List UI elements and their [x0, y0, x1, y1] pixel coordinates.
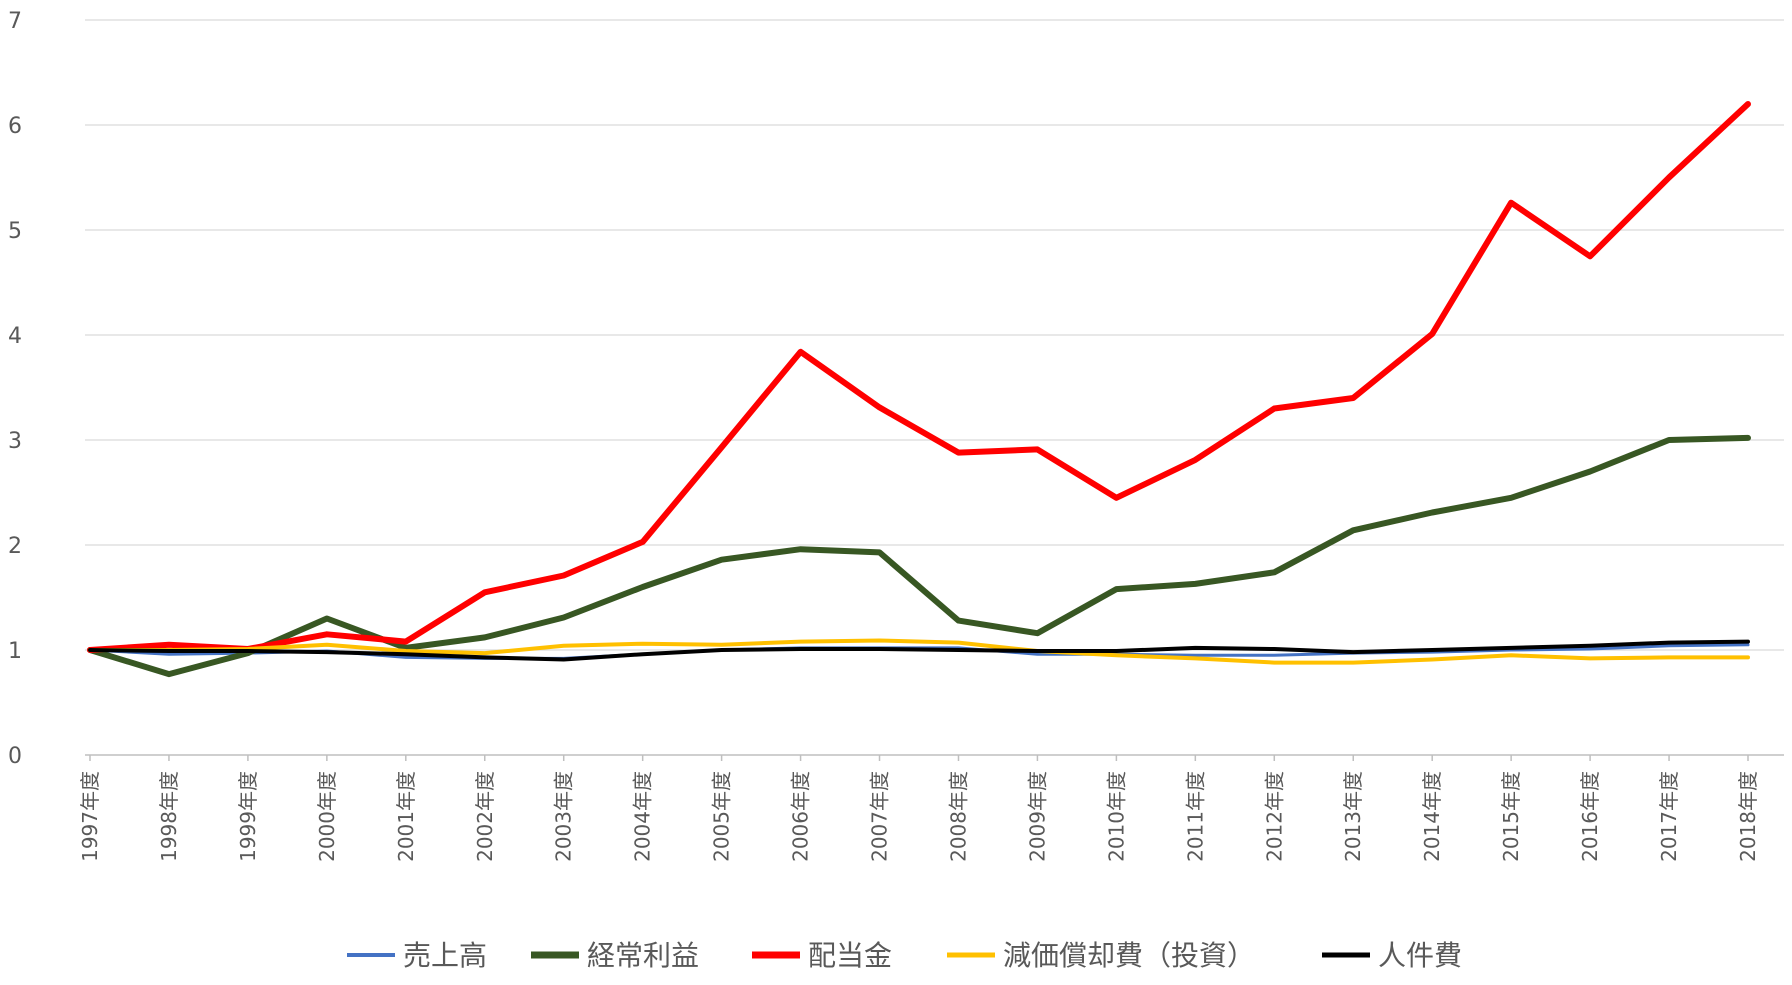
gridlines [85, 19, 1784, 651]
y-tick-label: 7 [8, 9, 22, 34]
y-tick-label: 5 [8, 219, 22, 244]
legend-label-3: 減価償却費（投資） [1003, 939, 1255, 972]
x-tick-label: 2001年度 [394, 771, 418, 862]
y-tick-label: 1 [8, 639, 22, 664]
legend: 売上高 経常利益 配当金 減価償却費（投資） 人件費 [347, 939, 1462, 972]
x-tick-label: 2005年度 [710, 771, 734, 862]
x-axis: 1997年度 1998年度 1999年度 2000年度 2001年度 2002年度 2003… [78, 755, 1760, 862]
x-tick-label: 2016年度 [1578, 771, 1602, 862]
series-line-2 [87, 101, 1751, 653]
x-tick-label: 2014年度 [1420, 771, 1444, 862]
x-tick-label: 2007年度 [868, 771, 892, 862]
series-lines [87, 101, 1751, 678]
y-tick-label: 4 [8, 324, 22, 349]
x-tick-label: 2009年度 [1025, 771, 1049, 862]
y-tick-label: 0 [8, 744, 22, 769]
x-tick-label: 2006年度 [789, 771, 813, 862]
legend-label-4: 人件費 [1378, 939, 1462, 972]
series-line-1 [87, 434, 1751, 678]
x-tick-label: 2003年度 [552, 771, 576, 862]
legend-label-0: 売上高 [403, 939, 487, 972]
x-tick-label: 2017年度 [1657, 771, 1681, 862]
y-tick-label: 2 [8, 534, 22, 559]
y-tick-label: 3 [8, 429, 22, 454]
x-tick-label: 1997年度 [78, 771, 102, 862]
x-tick-label: 2015年度 [1499, 771, 1523, 862]
x-tick-label: 2000年度 [315, 771, 339, 862]
series-line-3 [88, 638, 1750, 665]
x-tick-label: 1998年度 [157, 771, 181, 862]
x-tick-label: 2004年度 [631, 771, 655, 862]
x-tick-label: 2018年度 [1736, 771, 1760, 862]
x-tick-label: 2012年度 [1262, 771, 1286, 862]
legend-label-1: 経常利益 [587, 939, 699, 972]
x-tick-label: 2002年度 [473, 771, 497, 862]
series-line-4 [88, 639, 1750, 662]
y-tick-label: 6 [8, 114, 22, 139]
x-tick-label: 2010年度 [1104, 771, 1128, 862]
x-tick-label: 2008年度 [946, 771, 970, 862]
x-tick-label: 2011年度 [1183, 771, 1207, 862]
x-tick-label: 1999年度 [236, 771, 260, 862]
y-axis: 0 1 2 3 4 5 6 7 [8, 9, 1784, 769]
x-tick-label: 2013年度 [1341, 771, 1365, 862]
legend-label-2: 配当金 [808, 939, 892, 972]
